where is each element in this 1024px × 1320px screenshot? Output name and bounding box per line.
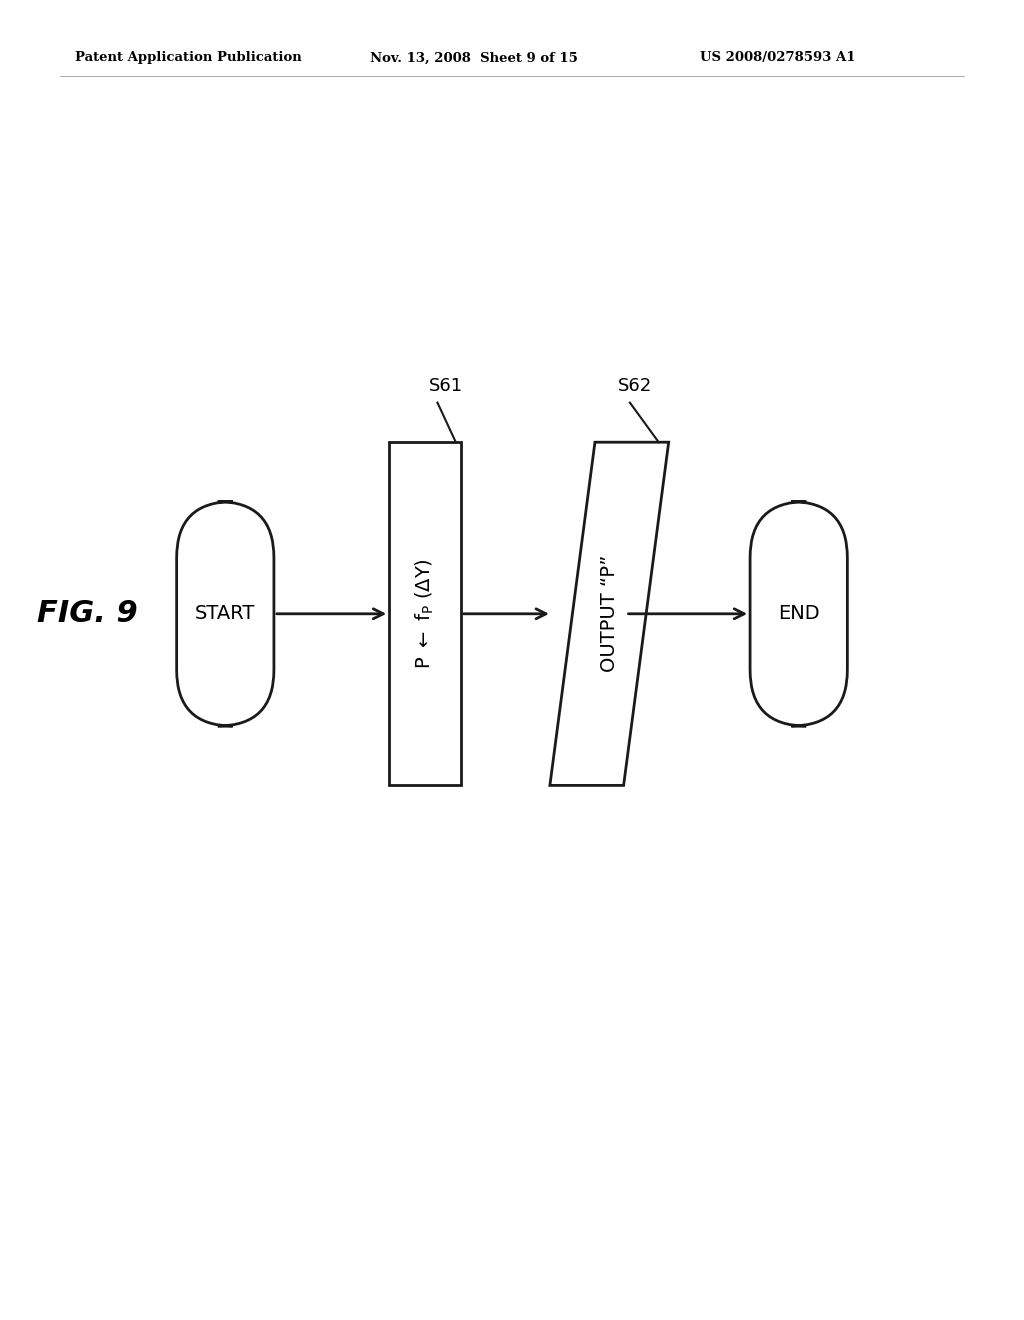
Text: S62: S62 — [617, 376, 652, 395]
Text: END: END — [778, 605, 819, 623]
Text: FIG. 9: FIG. 9 — [37, 599, 137, 628]
Text: OUTPUT “P”: OUTPUT “P” — [600, 556, 618, 672]
Text: US 2008/0278593 A1: US 2008/0278593 A1 — [700, 51, 855, 65]
FancyBboxPatch shape — [750, 502, 848, 726]
Bar — [389, 442, 461, 785]
Text: S61: S61 — [428, 376, 463, 395]
Polygon shape — [550, 442, 669, 785]
Text: Nov. 13, 2008  Sheet 9 of 15: Nov. 13, 2008 Sheet 9 of 15 — [370, 51, 578, 65]
FancyBboxPatch shape — [176, 502, 273, 726]
Text: P $\leftarrow$ f$_\mathregular{P}$ ($\Delta$Y): P $\leftarrow$ f$_\mathregular{P}$ ($\De… — [414, 558, 436, 669]
Text: START: START — [196, 605, 255, 623]
Text: Patent Application Publication: Patent Application Publication — [75, 51, 302, 65]
